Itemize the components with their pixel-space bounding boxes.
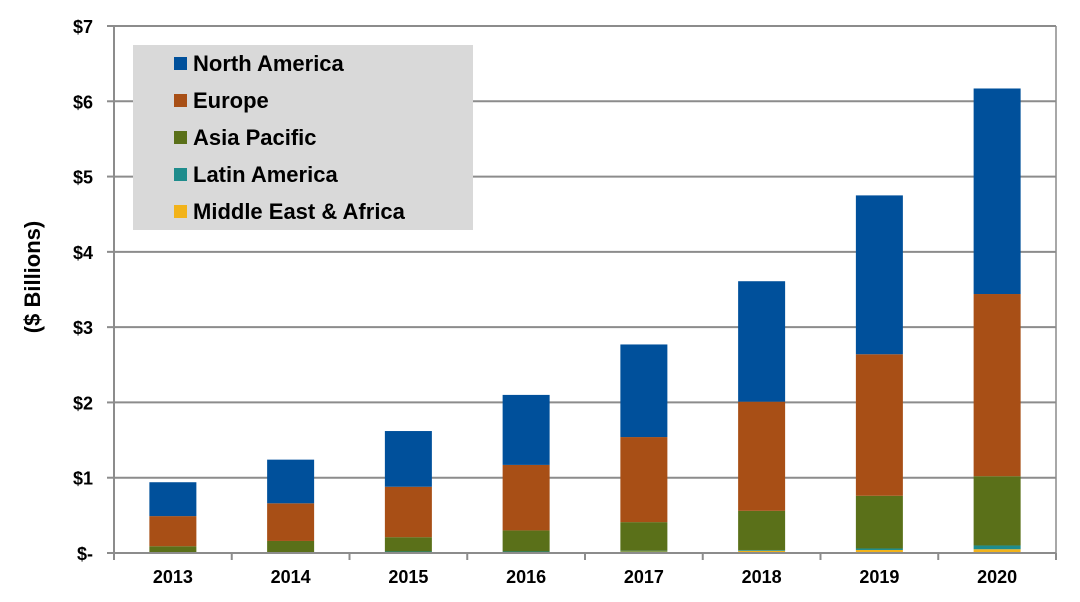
legend-box — [133, 45, 473, 230]
bar-segment — [620, 344, 668, 438]
bars — [149, 88, 1021, 553]
bar-segment — [855, 195, 903, 355]
legend-swatch — [174, 168, 187, 181]
bar-segment — [738, 510, 786, 550]
bar-segment — [502, 551, 550, 553]
y-tick-label: $5 — [73, 168, 93, 188]
bar-segment — [502, 394, 550, 465]
y-tick-label: $6 — [73, 92, 93, 112]
bar-segment — [855, 354, 903, 496]
bar-segment — [738, 281, 786, 402]
legend-swatch — [174, 57, 187, 70]
x-tick-label: 2014 — [271, 567, 311, 587]
bar-segment — [620, 522, 668, 551]
x-tick-label: 2013 — [153, 567, 193, 587]
y-tick-label: $4 — [73, 243, 93, 263]
bar-segment — [384, 486, 432, 538]
legend-label: Europe — [193, 88, 269, 113]
y-tick-label: $7 — [73, 17, 93, 37]
x-tick-label: 2019 — [859, 567, 899, 587]
bar-segment — [855, 495, 903, 549]
x-tick-label: 2017 — [624, 567, 664, 587]
bar-segment — [973, 294, 1021, 477]
bar-segment — [384, 551, 432, 553]
bar-segment — [502, 464, 550, 531]
bar-segment — [738, 549, 786, 551]
legend-label: Latin America — [193, 162, 338, 187]
x-tick-label: 2016 — [506, 567, 546, 587]
legend-label: Middle East & Africa — [193, 199, 406, 224]
legend-label: Asia Pacific — [193, 125, 317, 150]
bar-segment — [738, 550, 786, 553]
bar-segment — [973, 549, 1021, 553]
bar-segment — [973, 545, 1021, 550]
legend: North America Europe Asia Pacific Latin Ame… — [133, 45, 473, 230]
bar-segment — [738, 401, 786, 511]
bar-segment — [267, 503, 315, 541]
y-tick-labels: $- $1 $2 $3 $4 $5 $6 $7 — [73, 17, 93, 564]
x-tick-label: 2018 — [742, 567, 782, 587]
legend-swatch — [174, 205, 187, 218]
bar-segment — [620, 550, 668, 552]
legend-label: North America — [193, 51, 345, 76]
bar-segment — [855, 548, 903, 550]
y-axis-title: ($ Billions) — [20, 221, 45, 333]
y-tick-label: $2 — [73, 393, 93, 413]
x-tick-label: 2015 — [388, 567, 428, 587]
y-tick-label: $- — [77, 544, 93, 564]
bar-segment — [620, 437, 668, 523]
x-tick-label: 2020 — [977, 567, 1017, 587]
bar-segment — [149, 482, 197, 517]
bar-segment — [855, 549, 903, 553]
bar-segment — [973, 88, 1021, 295]
legend-swatch — [174, 94, 187, 107]
axes — [107, 25, 1057, 560]
y-tick-label: $3 — [73, 318, 93, 338]
bar-segment — [973, 476, 1021, 546]
bar-segment — [149, 546, 197, 553]
bar-segment — [267, 459, 315, 504]
bar-segment — [149, 516, 197, 547]
bar-segment — [384, 431, 432, 487]
bar-segment — [267, 540, 315, 553]
bar-segment — [384, 537, 432, 552]
bar-segment — [502, 530, 550, 552]
legend-swatch — [174, 131, 187, 144]
x-tick-labels: 2013 2014 2015 2016 2017 2018 2019 2020 — [153, 567, 1017, 587]
y-tick-label: $1 — [73, 469, 93, 489]
